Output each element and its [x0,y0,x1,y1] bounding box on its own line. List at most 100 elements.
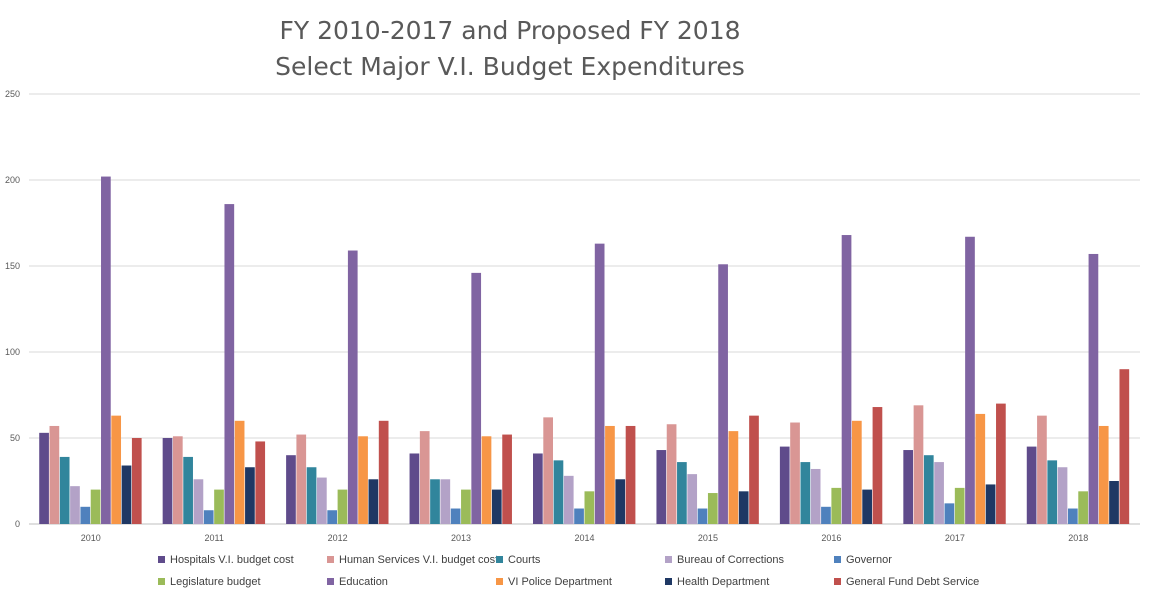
legend-label: Human Services V.I. budget cost [339,554,498,566]
bar [594,243,605,524]
legend-swatch [327,556,334,563]
bar [605,425,615,524]
bar [1037,415,1047,524]
bar [975,413,986,524]
bar [790,422,800,524]
bar [687,474,698,524]
bar [563,475,574,524]
x-tick-label: 2018 [1068,533,1088,543]
bar [656,450,667,524]
bar [327,510,338,524]
x-tick-label: 2016 [821,533,841,543]
legend-swatch [158,578,165,585]
x-tick-label: 2013 [451,533,471,543]
bar [779,446,790,524]
bar [800,462,811,524]
bar [553,460,564,524]
x-tick-label: 2010 [81,533,101,543]
bar [1098,425,1109,524]
legend-label: Hospitals V.I. budget cost [170,554,294,566]
bar [851,420,862,524]
bar [378,420,389,524]
bar [533,453,543,524]
y-tick-label: 0 [15,519,20,529]
chart-title-line-2: Select Major V.I. Budget Expenditures [275,52,745,81]
bar [162,438,173,524]
bar [615,479,626,524]
bar [841,235,852,525]
legend-label: Bureau of Corrections [677,554,784,566]
bar [574,508,584,524]
bar [996,403,1006,524]
bar [368,479,379,524]
bar [347,250,358,524]
bar [183,456,193,524]
bar [913,405,924,524]
bar [481,436,492,524]
bar [90,489,101,524]
bar [1047,460,1058,524]
legend-swatch [665,556,672,563]
bar [821,506,831,524]
bar [317,477,327,524]
bar [440,479,451,524]
bar [471,272,482,524]
bar [923,455,934,524]
legend-swatch [496,556,503,563]
bar [409,453,420,524]
y-tick-label: 250 [5,89,20,99]
bar [666,424,677,524]
bar [286,455,296,524]
legend-label: Education [339,576,388,588]
legend-swatch [834,578,841,585]
bar [101,176,111,524]
bar [625,425,636,524]
bar [707,493,718,524]
x-tick-label: 2015 [698,533,718,543]
x-tick-label: 2014 [574,533,594,543]
bar [337,489,348,524]
bar [1119,369,1130,524]
bar [1078,491,1088,524]
legend-label: VI Police Department [508,576,612,588]
bar [296,434,307,524]
bar [172,436,183,524]
bar [203,510,214,524]
bar [1057,467,1068,524]
bar [419,431,430,524]
bar [306,467,317,524]
legend-label: Governor [846,554,892,566]
bar [718,264,728,524]
y-tick-label: 100 [5,347,20,357]
bar [738,491,749,524]
bar [1067,508,1078,524]
legend-label: Courts [508,554,541,566]
y-tick-label: 200 [5,175,20,185]
bar [985,484,996,524]
chart-title-line-1: FY 2010-2017 and Proposed FY 2018 [279,16,741,45]
legend-swatch [834,556,841,563]
bar [728,431,739,524]
bar [224,204,235,524]
bar [749,415,759,524]
bar [131,438,142,524]
bar [810,468,821,524]
bar [39,432,49,524]
bar [543,417,553,524]
bar [502,434,512,524]
bar [677,462,687,524]
bar [245,467,255,524]
bar [872,407,883,524]
bar [80,506,91,524]
bar [831,487,842,524]
bar [944,503,955,524]
legend-swatch [327,578,334,585]
bar [59,456,70,524]
bar [862,489,872,524]
x-tick-label: 2012 [328,533,348,543]
bar [214,489,224,524]
bar [121,465,132,524]
legend-label: Legislature budget [170,576,261,588]
